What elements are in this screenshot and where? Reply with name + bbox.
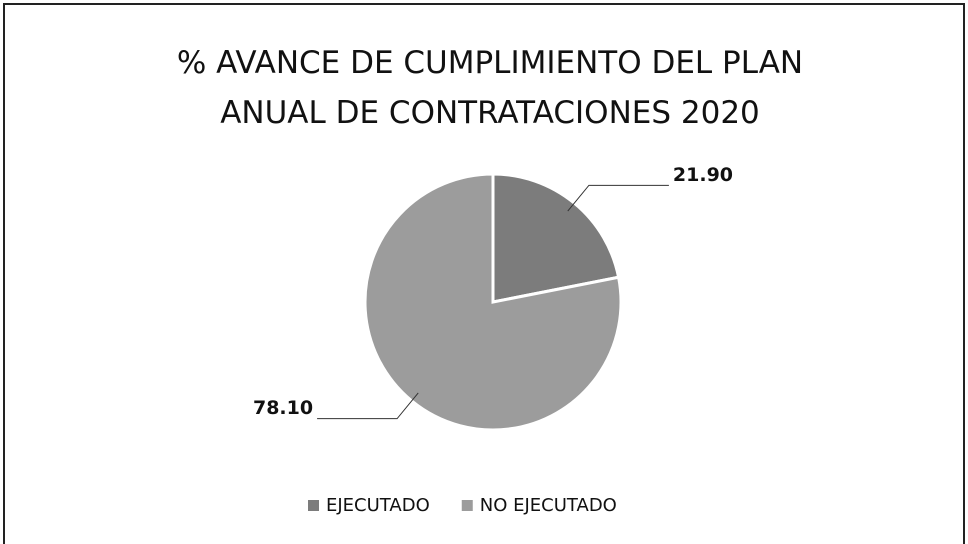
- leader-line: [567, 184, 669, 212]
- leader-line: [317, 392, 419, 420]
- data-label: 21.90: [673, 164, 733, 186]
- chart-title: % AVANCE DE CUMPLIMIENTO DEL PLAN ANUAL …: [176, 45, 804, 131]
- legend-label: EJECUTADO: [326, 495, 430, 516]
- legend-swatch: [461, 500, 473, 511]
- data-label: 78.10: [253, 397, 313, 419]
- legend-label: NO EJECUTADO: [480, 495, 617, 516]
- legend-swatch: [308, 500, 319, 511]
- chart-frame: [3, 3, 965, 544]
